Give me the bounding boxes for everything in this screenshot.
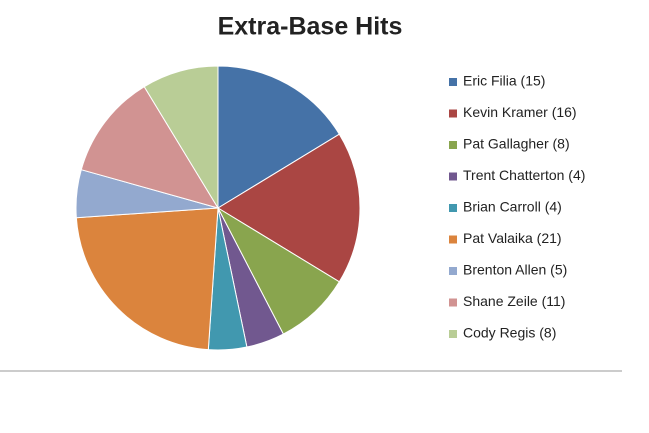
legend-swatch (449, 78, 457, 86)
legend-label: Cody Regis (8) (463, 325, 556, 341)
legend-label: Brenton Allen (5) (463, 262, 567, 278)
legend: Eric Filia (15) Kevin Kramer (16) Pat Gall… (449, 73, 585, 341)
legend-label: Pat Valaika (21) (463, 230, 562, 246)
pie-slice (217, 65, 341, 209)
legend-label: Eric Filia (15) (463, 73, 545, 89)
legend-swatch (449, 141, 457, 149)
legend-label: Kevin Kramer (16) (463, 104, 577, 120)
legend-label: Pat Gallagher (8) (463, 136, 570, 152)
legend-swatch (449, 330, 457, 338)
pie-slice (143, 65, 219, 210)
legend-swatch (449, 235, 457, 244)
legend-swatch (449, 298, 457, 307)
pie-slice (80, 85, 220, 209)
pie-slice (217, 133, 361, 283)
legend-swatch (449, 204, 457, 212)
legend-label: Brian Carroll (4) (463, 199, 562, 215)
legend-swatch (449, 109, 457, 118)
legend-swatch (449, 267, 457, 275)
legend-label: Trent Chatterton (4) (463, 167, 585, 183)
chart-title: Extra-Base Hits (218, 13, 403, 41)
pie-slice (75, 207, 219, 351)
legend-swatch (449, 172, 457, 181)
pie (75, 65, 361, 351)
legend-label: Shane Zeile (11) (463, 293, 565, 309)
